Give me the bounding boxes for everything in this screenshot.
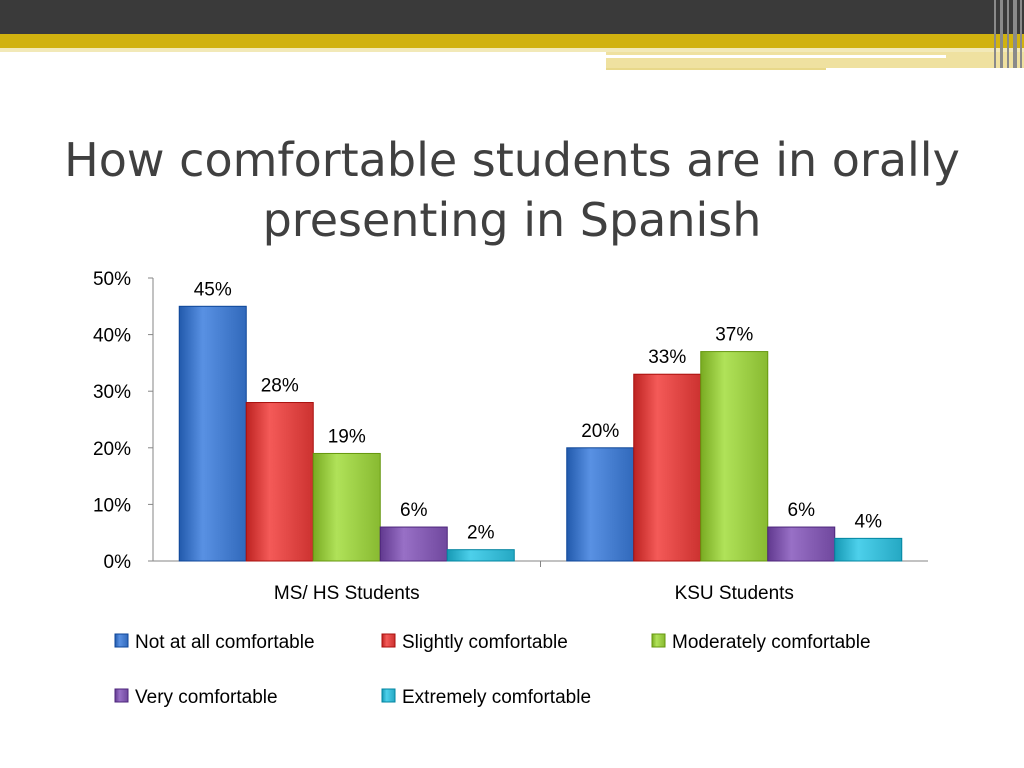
legend-swatch <box>114 688 129 703</box>
category-label: KSU Students <box>675 583 794 604</box>
legend-label: Slightly comfortable <box>402 632 568 653</box>
legend-label: Extremely comfortable <box>402 687 591 708</box>
accent-line <box>606 55 946 58</box>
top-dark-bar <box>0 0 1024 34</box>
bar <box>633 373 702 562</box>
bar <box>700 351 769 562</box>
legend-swatch <box>381 688 396 703</box>
bar <box>566 447 635 562</box>
gold-band <box>0 34 1024 48</box>
data-label: 19% <box>328 426 366 447</box>
slide-title: How comfortable students are in orally p… <box>64 133 960 247</box>
data-label: 2% <box>467 523 495 544</box>
legend-label: Not at all comfortable <box>135 632 315 653</box>
bar <box>178 305 247 562</box>
bar <box>379 526 448 562</box>
category-label: MS/ HS Students <box>274 583 420 604</box>
accent-line-lower <box>606 68 826 70</box>
data-label: 4% <box>855 511 883 532</box>
data-label: 6% <box>788 500 816 521</box>
y-tick-label: 50% <box>93 269 131 290</box>
bar <box>834 537 903 562</box>
data-label: 6% <box>400 500 428 521</box>
data-label: 20% <box>581 421 619 442</box>
y-tick-label: 40% <box>93 326 131 347</box>
y-tick-label: 10% <box>93 495 131 516</box>
legend-swatch <box>381 633 396 648</box>
y-tick-label: 20% <box>93 439 131 460</box>
bar <box>767 526 836 562</box>
y-tick-label: 0% <box>104 552 132 573</box>
legend-label: Very comfortable <box>135 687 278 708</box>
legend-label: Moderately comfortable <box>672 632 871 653</box>
data-label: 45% <box>194 279 232 300</box>
bar <box>312 452 381 562</box>
bar <box>245 402 314 562</box>
pale-band <box>0 48 1024 52</box>
decorative-stripes <box>992 0 1024 68</box>
data-label: 28% <box>261 376 299 397</box>
data-label: 37% <box>715 325 753 346</box>
data-label: 33% <box>648 347 686 368</box>
legend-swatch <box>651 633 666 648</box>
y-tick-label: 30% <box>93 382 131 403</box>
legend-swatch <box>114 633 129 648</box>
bar <box>446 549 515 562</box>
